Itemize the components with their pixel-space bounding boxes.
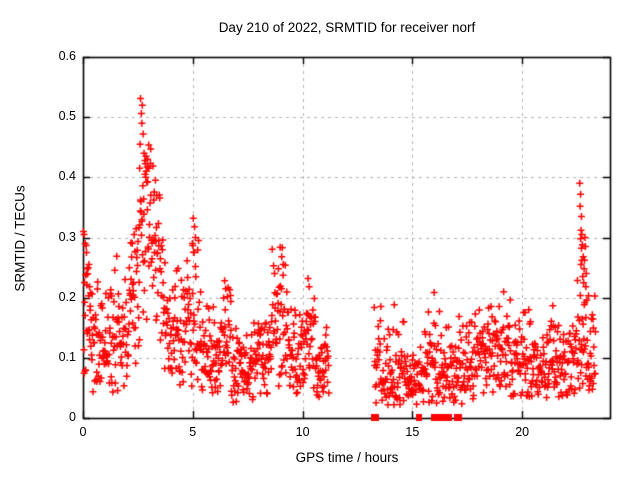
y-tick-label: 0.4 xyxy=(58,169,76,184)
x-tick-label: 10 xyxy=(295,425,310,439)
y-tick-label: 0.2 xyxy=(58,289,76,304)
y-tick-label: 0.6 xyxy=(58,49,76,63)
x-tick-label: 5 xyxy=(189,425,197,439)
y-tick-label: 0.3 xyxy=(58,229,76,244)
x-tick-label: 15 xyxy=(405,425,420,439)
y-tick-label: 0 xyxy=(69,410,76,424)
chart-title: Day 210 of 2022, SRMTID for receiver nor… xyxy=(218,20,476,35)
x-tick-label: 0 xyxy=(79,425,87,439)
y-tick-label: 0.1 xyxy=(58,349,76,364)
x-axis-label: GPS time / hours xyxy=(295,450,399,465)
x-tick-label: 20 xyxy=(515,425,530,439)
y-tick-label: 0.5 xyxy=(58,109,76,124)
